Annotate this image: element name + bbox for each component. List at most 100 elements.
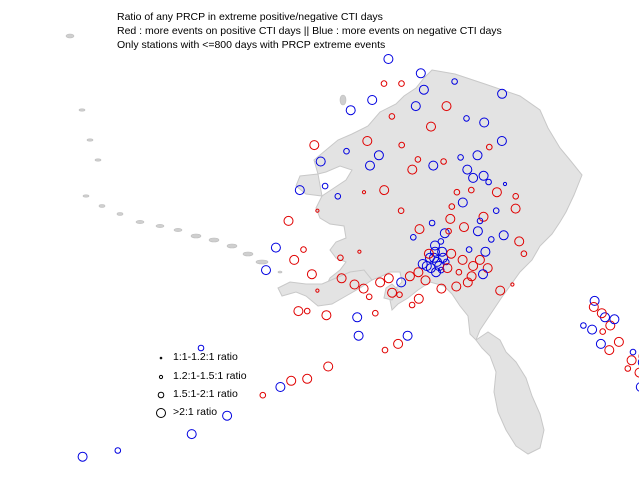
station-marker-90 <box>423 248 434 259</box>
kodiak-island <box>383 283 399 301</box>
station-marker-107 <box>420 275 431 286</box>
station-marker-40 <box>448 203 456 210</box>
station-marker-7 <box>367 95 378 105</box>
legend-symbol-3 <box>157 391 165 399</box>
station-marker-117 <box>520 250 528 257</box>
station-marker-119 <box>498 230 509 241</box>
legend-label-1: 1:1-1.2:1 ratio <box>173 351 238 363</box>
station-marker-125 <box>321 310 332 321</box>
station-marker-29 <box>407 164 418 175</box>
station-marker-55 <box>361 190 367 195</box>
station-marker-56 <box>334 193 342 200</box>
station-marker-36 <box>491 187 502 198</box>
station-marker-151 <box>624 365 632 372</box>
station-marker-60 <box>283 215 294 226</box>
station-marker-30 <box>428 160 439 171</box>
station-marker-98 <box>474 254 485 265</box>
station-marker-5 <box>398 80 405 87</box>
station-marker-96 <box>457 254 468 265</box>
station-marker-15 <box>479 117 490 128</box>
station-marker-73 <box>383 273 394 284</box>
legend-row-1: 1:1-1.2:1 ratio <box>150 349 310 367</box>
station-marker-53 <box>397 207 405 214</box>
station-marker-63 <box>300 246 307 253</box>
station-marker-8 <box>345 105 356 116</box>
station-marker-93 <box>437 238 445 245</box>
legend-row-4: >2:1 ratio <box>150 404 310 422</box>
station-marker-138 <box>303 307 311 315</box>
station-marker-94 <box>446 248 457 259</box>
station-marker-19 <box>457 154 464 161</box>
station-marker-26 <box>315 156 326 167</box>
station-marker-114 <box>381 346 389 354</box>
station-marker-14 <box>463 115 470 122</box>
station-marker-22 <box>398 141 406 149</box>
station-marker-122 <box>445 227 452 235</box>
station-marker-142 <box>605 320 616 331</box>
station-marker-32 <box>468 172 479 183</box>
station-marker-115 <box>495 285 506 296</box>
station-marker-150 <box>637 359 639 366</box>
station-marker-77 <box>413 267 424 278</box>
aleutian-islands <box>65 33 347 274</box>
station-marker-147 <box>613 336 624 347</box>
map-title-line-3: Only stations with <=800 days with PRCP … <box>117 39 386 51</box>
station-marker-52 <box>410 234 417 241</box>
station-marker-34 <box>485 178 492 186</box>
station-marker-146 <box>604 345 615 356</box>
legend-label-2: 1.2:1-1.5:1 ratio <box>173 370 247 382</box>
station-marker-127 <box>353 330 364 341</box>
station-marker-110 <box>396 291 403 299</box>
legend-row-3: 1.5:1-2:1 ratio <box>150 386 310 404</box>
stations <box>77 54 639 462</box>
station-marker-57 <box>321 182 329 190</box>
station-marker-39 <box>457 197 468 208</box>
station-marker-158 <box>596 308 607 319</box>
station-marker-137 <box>197 344 205 352</box>
station-marker-17 <box>486 143 493 151</box>
station-marker-130 <box>286 375 297 386</box>
legend-symbol-2 <box>158 374 164 380</box>
station-marker-132 <box>259 391 267 399</box>
station-marker-43 <box>512 193 520 200</box>
station-marker-27 <box>309 140 320 151</box>
station-marker-109 <box>408 301 416 309</box>
legend: 1:1-1.2:1 ratio 1.2:1-1.5:1 ratio 1.5:1-… <box>150 349 310 429</box>
station-marker-99 <box>480 246 491 257</box>
station-marker-10 <box>441 101 452 112</box>
station-marker-31 <box>462 164 473 175</box>
station-marker-42 <box>510 203 521 214</box>
seward-peninsula <box>295 173 323 197</box>
station-marker-1 <box>497 88 508 99</box>
station-marker-95 <box>442 263 453 274</box>
station-marker-80 <box>430 246 440 257</box>
station-marker-2 <box>451 78 458 85</box>
map-title-line-1: Ratio of any PRCP in extreme positive/ne… <box>117 11 383 23</box>
map-title-line-2: Red : more events on positive CTI days |… <box>117 25 502 37</box>
station-marker-28 <box>365 160 375 171</box>
station-marker-139 <box>589 295 600 306</box>
station-marker-24 <box>362 136 373 146</box>
station-marker-13 <box>426 121 436 132</box>
station-marker-44 <box>478 211 489 222</box>
station-marker-65 <box>306 269 317 280</box>
station-marker-71 <box>365 293 373 301</box>
station-marker-129 <box>302 373 313 384</box>
station-marker-104 <box>462 277 473 288</box>
legend-label-3: 1.5:1-2:1 ratio <box>173 388 238 400</box>
station-marker-101 <box>478 269 488 280</box>
station-marker-134 <box>186 429 197 440</box>
station-marker-51 <box>414 224 425 235</box>
station-marker-61 <box>270 242 281 253</box>
legend-circle-3 <box>157 391 165 399</box>
station-marker-47 <box>459 222 469 233</box>
station-marker-97 <box>468 261 479 271</box>
station-marker-46 <box>472 226 483 237</box>
station-marker-148 <box>629 348 637 356</box>
station-marker-136 <box>77 451 88 462</box>
alaska-mainland <box>313 69 583 341</box>
station-marker-108 <box>413 293 424 304</box>
station-marker-35 <box>502 181 508 187</box>
station-marker-48 <box>445 213 456 224</box>
